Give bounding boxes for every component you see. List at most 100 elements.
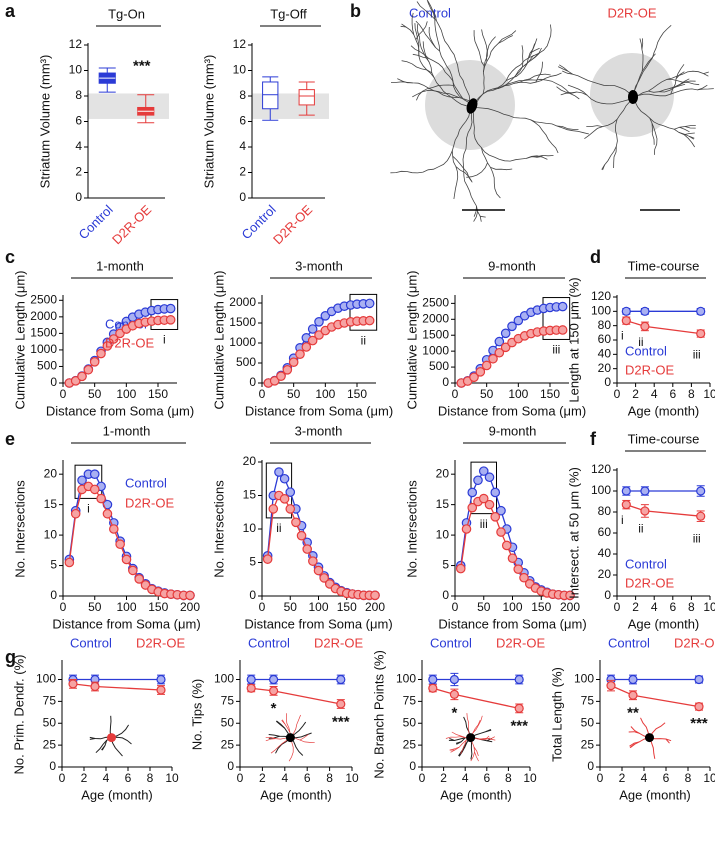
y-tick-label: 75 [403, 694, 417, 708]
marker [279, 473, 290, 484]
x-tick-label: 150 [337, 600, 357, 614]
x-tick-label: 0 [452, 387, 459, 401]
dendrite [485, 735, 490, 740]
marker [269, 674, 279, 685]
y-tick-label: 2 [75, 165, 82, 179]
series-line [460, 470, 570, 597]
y-tick-label: 5 [442, 558, 449, 572]
marker [121, 554, 132, 565]
legend-entry: D2R-OE [136, 635, 185, 650]
y-tick-label: 1500 [422, 327, 449, 341]
marker [276, 371, 286, 381]
legend-entry: D2R-OE [314, 635, 363, 650]
y-tick-label: 500 [37, 359, 57, 373]
marker [77, 475, 87, 486]
chart-panel: g 0 25 50 75 100 0 2 4 6 8 10 No. Prim. Dendr. (%) Ag… [5, 635, 185, 802]
marker [115, 539, 125, 550]
series-line [72, 683, 162, 691]
dendrite [632, 25, 672, 98]
dendrite [401, 23, 415, 35]
y-tick-label: 2500 [422, 296, 449, 310]
dendrite [567, 84, 588, 96]
x-tick-label: 10 [345, 771, 359, 785]
dendrite [506, 38, 538, 81]
dendrite [422, 41, 430, 63]
marker [621, 306, 631, 316]
marker [102, 508, 113, 519]
marker [102, 341, 113, 351]
dendrite [480, 215, 486, 218]
panel-letter: b [350, 1, 361, 21]
dendrite [471, 105, 589, 135]
highlight-box [542, 297, 571, 340]
marker [449, 689, 459, 699]
marker [513, 315, 524, 326]
x-axis-label: Age (month) [628, 403, 700, 418]
dendrite [703, 71, 709, 74]
marker [628, 674, 638, 685]
soma [466, 98, 478, 114]
dendrite [473, 211, 478, 222]
neuron-icon [445, 713, 496, 762]
y-tick-label: 10 [243, 521, 257, 535]
marker [481, 360, 492, 371]
y-tick-label: 8 [239, 88, 246, 102]
x-tick-label: 8 [505, 771, 512, 785]
icon-soma [107, 733, 116, 743]
chart-title: 1-month [96, 258, 144, 273]
y-tick-label: 8 [75, 88, 82, 102]
marker [501, 540, 512, 551]
dendrite [490, 736, 495, 740]
legend-entry: D2R-OE [625, 575, 674, 590]
x-tick-label: 100 [308, 600, 328, 614]
dendrite [659, 83, 686, 93]
dendrite [466, 162, 488, 178]
dendrite [473, 746, 479, 757]
marker [96, 493, 106, 504]
panel-letter: c [5, 247, 15, 267]
y-axis-label: No. Tips (%) [189, 679, 204, 751]
legend-entry: Control [70, 635, 112, 650]
dendrite [390, 105, 473, 174]
point-label: ii [638, 335, 643, 349]
point-label: ii [638, 521, 643, 535]
x-axis-label: Distance from Soma (μm) [438, 616, 586, 631]
marker [475, 367, 486, 377]
marker [494, 347, 505, 358]
dendrite [683, 132, 695, 135]
x-tick-label: 0 [237, 771, 244, 785]
x-tick-label: 100 [116, 600, 136, 614]
y-tick-label: 0 [239, 190, 246, 204]
marker [320, 310, 331, 321]
icon-soma [285, 733, 295, 743]
dendrite [557, 66, 569, 72]
marker [640, 306, 650, 316]
x-tick-label: 4 [103, 771, 110, 785]
marker [314, 316, 324, 327]
icon-soma [645, 733, 654, 743]
marker [307, 324, 318, 334]
marker [694, 674, 704, 685]
y-tick-label: 75 [581, 694, 595, 708]
marker [185, 590, 195, 601]
y-tick-label: 75 [221, 694, 235, 708]
dendrite [452, 155, 473, 183]
y-tick-label: 80 [598, 504, 612, 518]
legend-entry: D2R-OE [674, 635, 715, 650]
marker [313, 565, 324, 576]
marker [621, 486, 631, 496]
y-tick-label: 40 [598, 347, 612, 361]
dendrite [666, 79, 700, 86]
y-axis-label: No. Intersections [12, 480, 27, 578]
marker [473, 475, 483, 486]
y-tick-label: 60 [598, 525, 612, 539]
y-axis-label: Striatum Volume (mm³) [201, 55, 216, 189]
y-tick-label: 0 [587, 759, 594, 773]
point-label: *** [332, 713, 350, 730]
marker [694, 702, 704, 712]
x-tick-label: 10 [703, 771, 715, 785]
chart-title: Time-course [628, 431, 700, 446]
